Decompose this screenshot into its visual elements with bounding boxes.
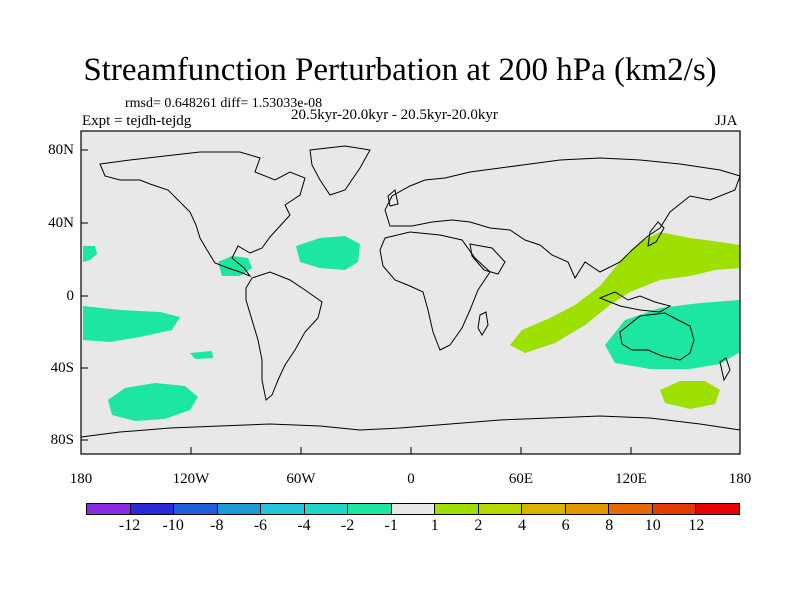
- negative-anomaly-region: [108, 383, 198, 421]
- colorbar-swatch: [435, 504, 479, 514]
- negative-anomaly-region: [83, 246, 97, 262]
- negative-anomaly-region: [190, 351, 213, 359]
- uk-coast: [387, 189, 399, 207]
- colorbar-swatch: [565, 504, 610, 514]
- coastlines: [80, 145, 741, 438]
- x-tick-label: 60E: [508, 471, 534, 487]
- antarctica-coast: [80, 415, 741, 438]
- colorbar-label: 6: [561, 517, 570, 534]
- negative-anomaly-region: [83, 306, 180, 342]
- colorbar-swatch: [217, 504, 262, 514]
- colorbar-swatch: [130, 504, 175, 514]
- north-america-coast: [99, 151, 306, 278]
- x-tick-label: 60W: [286, 471, 316, 487]
- greenland-coast: [309, 145, 371, 196]
- plot-title: Streamfunction Perturbation at 200 hPa (…: [83, 52, 717, 88]
- stats-label: rmsd= 0.648261 diff= 1.53033e-08: [125, 96, 323, 111]
- new-zealand-coast: [719, 357, 731, 382]
- colorbar-label: -1: [384, 517, 398, 534]
- colorbar-swatch: [522, 504, 566, 514]
- negative-anomaly-region: [296, 236, 360, 270]
- positive-anomaly-regions: [510, 232, 740, 409]
- colorbar-swatch: [609, 504, 653, 514]
- colorbar-swatch: [478, 504, 523, 514]
- colorbar-swatch: [261, 504, 305, 514]
- colorbar-swatch: [652, 504, 697, 514]
- arabia-coast: [469, 243, 506, 275]
- south-america-coast: [245, 271, 323, 401]
- colorbar-swatch: [304, 504, 349, 514]
- y-tick-label: 40N: [48, 215, 74, 231]
- colorbar: [86, 503, 740, 515]
- colorbar-swatch: [391, 504, 436, 514]
- colorbar-swatch: [348, 504, 392, 514]
- y-tick-label: 0: [66, 288, 75, 304]
- x-tick-label: 0: [407, 471, 415, 487]
- colorbar-label: 2: [474, 517, 483, 534]
- europe-asia-coast: [384, 157, 741, 280]
- colorbar-label: -8: [210, 517, 224, 534]
- madagascar-coast: [477, 311, 489, 336]
- season-label: JJA: [715, 113, 738, 129]
- negative-anomaly-region: [218, 256, 252, 276]
- axis-ticks: [80, 149, 741, 454]
- africa-coast: [379, 231, 491, 351]
- colorbar-swatch: [87, 504, 131, 514]
- japan-coast: [647, 221, 665, 247]
- colorbar-label: 10: [644, 517, 661, 534]
- period-label: 20.5kyr-20.0kyr - 20.5kyr-20.0kyr: [291, 107, 498, 123]
- australia-coast: [619, 312, 695, 361]
- x-tick-label: 120W: [172, 471, 210, 487]
- colorbar-label: 12: [688, 517, 705, 534]
- x-tick-label: 180: [69, 471, 93, 487]
- positive-anomaly-region: [660, 381, 720, 409]
- colorbar-label: 1: [430, 517, 439, 534]
- x-tick-label: 120E: [615, 471, 647, 487]
- x-tick-label: 180: [728, 471, 752, 487]
- colorbar-label: -2: [340, 517, 355, 534]
- colorbar-swatch: [174, 504, 218, 514]
- colorbar-label: 8: [605, 517, 614, 534]
- y-tick-label: 80N: [48, 142, 74, 158]
- maritime-continent-coast: [598, 291, 672, 313]
- colorbar-label: 4: [518, 517, 526, 534]
- colorbar-label: -10: [162, 517, 184, 534]
- colorbar-label: -12: [118, 517, 141, 534]
- experiment-label: Expt = tejdh-tejdg: [82, 113, 192, 129]
- colorbar-swatch: [696, 504, 739, 514]
- y-tick-label: 80S: [50, 432, 74, 448]
- positive-anomaly-region: [510, 232, 740, 353]
- y-tick-label: 40S: [50, 360, 74, 376]
- colorbar-label: -6: [253, 517, 268, 534]
- colorbar-label: -4: [297, 517, 311, 534]
